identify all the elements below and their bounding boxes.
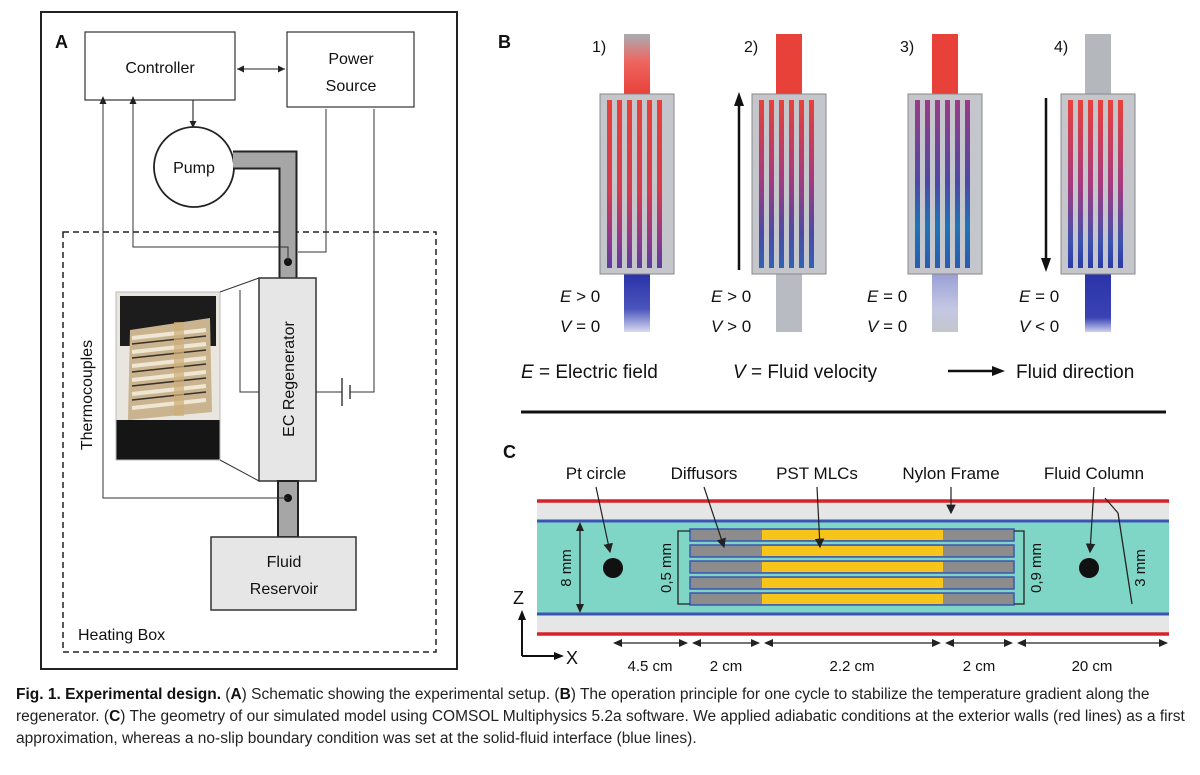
svg-text:E > 0: E > 0 [560, 287, 600, 306]
label-pst-mlcs: PST MLCs [776, 464, 858, 483]
thermocouples-label: Thermocouples [79, 340, 96, 450]
power-source-box [286, 31, 415, 108]
controller-box [84, 31, 236, 101]
stage-4-e-rel: = 0 [1030, 287, 1059, 306]
dim-09mm: 0,9 mm [1028, 543, 1045, 593]
controller-power-arrow [237, 65, 285, 73]
svg-text:V > 0: V > 0 [711, 317, 751, 336]
panel-c: C Pt circle Diffusors PST MLCs Nylon Fra… [503, 442, 1169, 675]
stage-3-v-var: V [867, 317, 880, 336]
pipe-top [233, 152, 296, 278]
stage-4-regenerator [1060, 34, 1136, 332]
stage-2-v-rel: > 0 [722, 317, 751, 336]
caption-fig-label: Fig. 1. Experimental design. [16, 686, 221, 703]
pump-label: Pump [173, 160, 215, 177]
pipe-bottom [277, 480, 299, 538]
legend-fluid-velocity: V = Fluid velocity [733, 362, 878, 383]
dim-4-5cm: 4.5 cm [627, 658, 672, 675]
panel-a-letter: A [55, 32, 68, 52]
stage-1-e-rel: > 0 [571, 287, 600, 306]
panel-a-frame [40, 11, 458, 670]
svg-text:V = 0: V = 0 [560, 317, 600, 336]
label-nylon-frame: Nylon Frame [902, 464, 999, 483]
caption-text-b: ) The operation principle for one cycle … [16, 686, 1150, 725]
axis-indicator [518, 610, 564, 660]
dim-20cm: 20 cm [1072, 658, 1113, 675]
dim-3mm: 3 mm [1132, 549, 1149, 587]
plates [689, 528, 1015, 606]
pt-circle-right [1079, 558, 1099, 578]
ec-regenerator-label: EC Regenerator [281, 321, 298, 437]
figure-canvas: A Heating Box Controller Power Source Pu… [40, 11, 1169, 675]
dimension-lines [579, 512, 1160, 644]
stage-2-regenerator [751, 34, 827, 332]
dim-05mm: 0,5 mm [658, 543, 675, 593]
fluid-reservoir-box [210, 536, 357, 611]
dimension-arrowheads [576, 522, 1168, 647]
stage-1-e-var: E [560, 287, 572, 306]
ec-regenerator-box [258, 277, 317, 482]
stage-3-number: 3) [900, 39, 914, 56]
stage-4-v-var: V [1019, 317, 1032, 336]
power-source-label-1: Power [328, 51, 374, 68]
axis-z-label: Z [513, 588, 524, 608]
figure-caption: Fig. 1. Experimental design. (A) Schemat… [16, 684, 1186, 750]
dim-8mm: 8 mm [558, 549, 575, 587]
dim-2-2cm: 2.2 cm [829, 658, 874, 675]
panel-b-letter: B [498, 32, 511, 52]
fluid-reservoir-label-1: Fluid [267, 554, 302, 571]
stage-1-v-rel: = 0 [571, 317, 600, 336]
stage-4-e-var: E [1019, 287, 1031, 306]
panel-c-letter: C [503, 442, 516, 462]
stage-2-number: 2) [744, 39, 758, 56]
stage-2-e-var: E [711, 287, 723, 306]
label-diffusors: Diffusors [671, 464, 738, 483]
caption-ref-a: A [230, 686, 242, 703]
dim-2cm-a: 2 cm [710, 658, 743, 675]
caption-text-a: ) Schematic showing the experimental set… [241, 686, 560, 703]
heating-box [62, 231, 437, 653]
stage-3-e-var: E [867, 287, 879, 306]
axis-x-label: X [566, 648, 578, 668]
legend-fluid-direction: Fluid direction [1016, 362, 1134, 383]
label-pointers [595, 486, 1119, 554]
pipe-top-outline [233, 150, 298, 278]
stage-3-e-rel: = 0 [878, 287, 907, 306]
thermocouple-wires [102, 104, 375, 499]
regenerator-photo [115, 291, 221, 461]
svg-text:E > 0: E > 0 [711, 287, 751, 306]
panel-b: B 1) 2) 3) 4) [498, 32, 1166, 414]
stage-1-v-var: V [560, 317, 573, 336]
caption-open: ( [221, 686, 231, 703]
legend-electric-field: E = Electric field [521, 362, 658, 383]
caption-text-c: ) The geometry of our simulated model us… [16, 708, 1185, 747]
label-pt-circle: Pt circle [566, 464, 626, 483]
label-fluid-column: Fluid Column [1044, 464, 1144, 483]
power-source-label-2: Source [326, 78, 377, 95]
stage-1-regenerator [599, 34, 675, 332]
caption-ref-b: B [559, 686, 571, 703]
svg-text:V < 0: V < 0 [1019, 317, 1059, 336]
stage-2-e-rel: > 0 [722, 287, 751, 306]
stage-2-v-var: V [711, 317, 724, 336]
controller-label: Controller [125, 60, 195, 77]
photo-callout-bottom [219, 459, 260, 482]
stage-conditions: E > 0 V = 0 E > 0 V > 0 E = 0 V = 0 E = … [560, 287, 1059, 336]
stage-4-v-rel: < 0 [1030, 317, 1059, 336]
panel-a: A Heating Box Controller Power Source Pu… [40, 11, 458, 670]
caption-ref-c: C [109, 708, 121, 725]
heating-box-label: Heating Box [78, 627, 165, 644]
svg-text:E = 0: E = 0 [1019, 287, 1059, 306]
stage-3-regenerator [907, 34, 983, 332]
pt-circle-left [603, 558, 623, 578]
stage-3-v-rel: = 0 [878, 317, 907, 336]
stage-1-number: 1) [592, 39, 606, 56]
svg-text:V = 0: V = 0 [867, 317, 907, 336]
svg-text:E = 0: E = 0 [867, 287, 907, 306]
dim-2cm-b: 2 cm [963, 658, 996, 675]
photo-callout-top [219, 277, 260, 293]
stage-4-number: 4) [1054, 39, 1068, 56]
fluid-reservoir-label-2: Reservoir [250, 581, 319, 598]
